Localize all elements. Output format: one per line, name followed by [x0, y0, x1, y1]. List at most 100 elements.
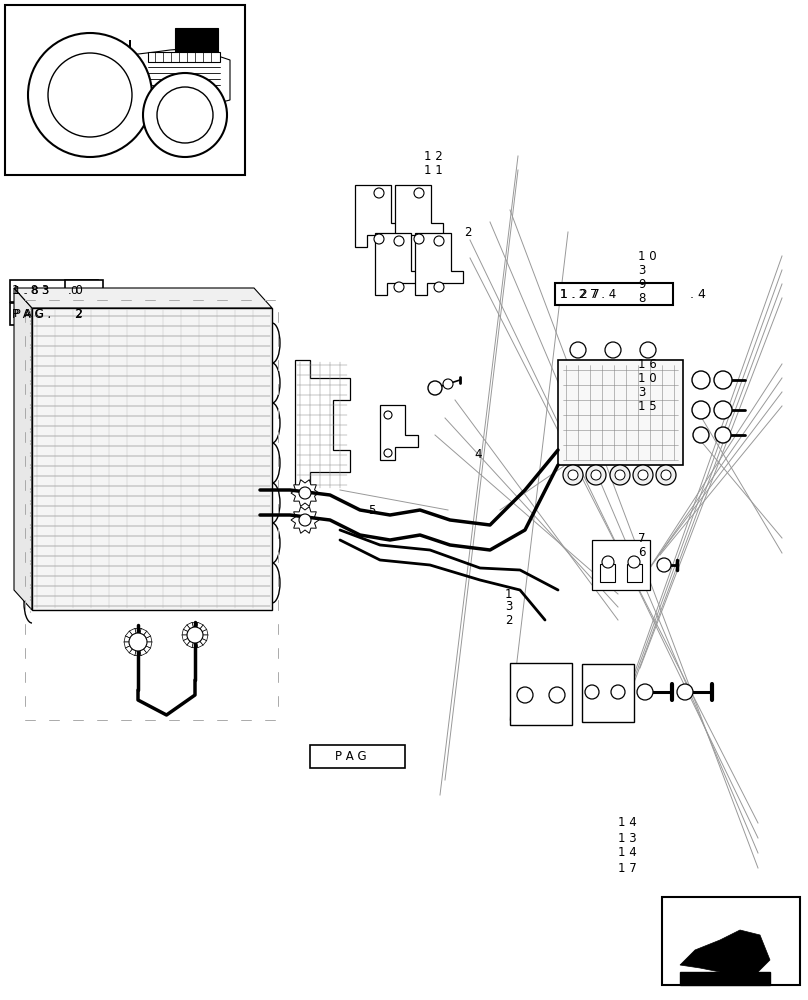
Text: . 4: . 4 — [690, 288, 706, 300]
Text: 1: 1 — [505, 587, 512, 600]
Circle shape — [414, 234, 424, 244]
Circle shape — [374, 188, 384, 198]
Bar — [310, 745, 405, 768]
Text: 1 3: 1 3 — [618, 832, 637, 844]
Text: 1 1: 1 1 — [424, 163, 443, 176]
Polygon shape — [355, 185, 403, 247]
Circle shape — [129, 633, 147, 651]
Circle shape — [602, 556, 614, 568]
Text: 1 2: 1 2 — [424, 149, 443, 162]
Circle shape — [591, 470, 601, 480]
Circle shape — [638, 470, 648, 480]
Bar — [582, 664, 634, 722]
Circle shape — [384, 449, 392, 457]
Polygon shape — [195, 625, 207, 635]
Polygon shape — [192, 635, 198, 648]
Text: 1 5: 1 5 — [638, 399, 657, 412]
Text: 9: 9 — [638, 277, 646, 290]
Text: 3: 3 — [638, 385, 646, 398]
Circle shape — [434, 236, 444, 246]
Text: 1 . 2 7 . 4: 1 . 2 7 . 4 — [560, 288, 617, 300]
Text: 1 6: 1 6 — [638, 358, 657, 370]
Circle shape — [299, 514, 311, 526]
Text: P A G: P A G — [335, 750, 367, 762]
Bar — [662, 897, 800, 985]
Text: . 0: . 0 — [68, 284, 83, 298]
Circle shape — [633, 465, 653, 485]
Text: 6: 6 — [638, 546, 646, 560]
Text: 1 4: 1 4 — [618, 816, 637, 830]
Text: 2: 2 — [74, 308, 82, 320]
Bar — [65, 280, 103, 302]
Polygon shape — [138, 631, 150, 642]
Text: 1 . 8 3: 1 . 8 3 — [12, 284, 49, 298]
Polygon shape — [192, 622, 198, 635]
Text: 3: 3 — [638, 263, 646, 276]
Circle shape — [570, 342, 586, 358]
Polygon shape — [138, 642, 147, 656]
Polygon shape — [183, 635, 195, 645]
Circle shape — [157, 87, 213, 143]
Polygon shape — [175, 28, 218, 52]
Circle shape — [692, 371, 710, 389]
Circle shape — [615, 470, 625, 480]
Polygon shape — [124, 636, 138, 642]
Polygon shape — [130, 40, 230, 108]
Circle shape — [394, 282, 404, 292]
Circle shape — [374, 234, 384, 244]
Circle shape — [611, 685, 625, 699]
Polygon shape — [195, 629, 208, 635]
Circle shape — [394, 236, 404, 246]
Circle shape — [585, 685, 599, 699]
Circle shape — [568, 470, 578, 480]
Bar — [5, 5, 245, 175]
Bar — [555, 283, 673, 305]
Text: P A G .: P A G . — [14, 309, 51, 319]
Circle shape — [384, 411, 392, 419]
Polygon shape — [125, 631, 138, 642]
Bar — [510, 663, 572, 725]
Circle shape — [414, 188, 424, 198]
Polygon shape — [395, 185, 443, 247]
Circle shape — [610, 465, 630, 485]
Polygon shape — [135, 628, 141, 642]
Circle shape — [434, 282, 444, 292]
Circle shape — [661, 470, 671, 480]
Text: 1 0: 1 0 — [638, 371, 657, 384]
Text: 7: 7 — [638, 532, 646, 544]
Bar — [10, 280, 98, 302]
Polygon shape — [291, 507, 319, 533]
Polygon shape — [182, 635, 195, 641]
Polygon shape — [187, 635, 195, 648]
Circle shape — [563, 465, 583, 485]
Polygon shape — [125, 642, 138, 653]
Polygon shape — [380, 405, 418, 460]
Polygon shape — [182, 629, 195, 635]
Polygon shape — [680, 930, 770, 978]
Polygon shape — [138, 636, 152, 642]
Circle shape — [605, 342, 621, 358]
Circle shape — [714, 401, 732, 419]
Circle shape — [628, 556, 640, 568]
Circle shape — [637, 684, 653, 700]
Circle shape — [187, 627, 203, 643]
Text: 8: 8 — [638, 292, 646, 304]
Circle shape — [657, 558, 671, 572]
Circle shape — [443, 379, 453, 389]
Polygon shape — [195, 622, 203, 635]
Circle shape — [693, 427, 709, 443]
Polygon shape — [195, 635, 203, 648]
Polygon shape — [138, 628, 147, 642]
Polygon shape — [14, 288, 32, 610]
Text: 1 4: 1 4 — [618, 846, 637, 859]
Text: 1 0: 1 0 — [638, 249, 657, 262]
Text: 0: 0 — [70, 286, 77, 296]
Polygon shape — [135, 642, 141, 656]
Polygon shape — [148, 52, 220, 62]
Circle shape — [677, 684, 693, 700]
Polygon shape — [680, 972, 770, 985]
Circle shape — [640, 342, 656, 358]
Polygon shape — [14, 288, 272, 308]
Text: 1 . 2 7: 1 . 2 7 — [560, 288, 600, 300]
Polygon shape — [129, 642, 138, 656]
